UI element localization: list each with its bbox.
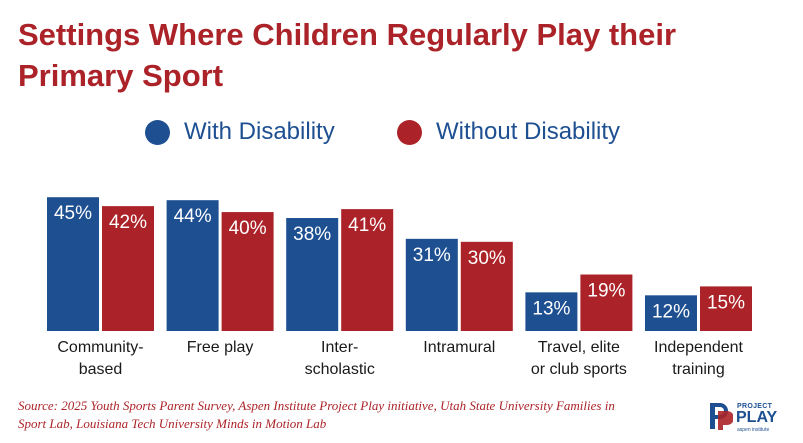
category-label-5-line-0: Independent (654, 339, 744, 356)
legend-swatch-without-disability (397, 119, 422, 145)
bar-label-s1-c0: 42% (109, 212, 147, 233)
category-label-4-line-1: or club sports (531, 361, 627, 378)
category-label-0-line-1: based (79, 361, 123, 378)
legend: With Disability Without Disability (0, 118, 803, 152)
legend-item-with-disability: With Disability (145, 118, 335, 146)
bar-label-s1-c2: 41% (348, 215, 386, 236)
bar-s1-c3 (460, 241, 513, 331)
legend-item-without-disability: Without Disability (397, 118, 620, 146)
bar-s0-c0 (47, 197, 99, 331)
bar-s1-c0 (102, 206, 154, 331)
chart-title: Settings Where Children Regularly Play t… (18, 17, 677, 93)
bar-label-s0-c3: 31% (413, 245, 451, 266)
category-label-2-line-0: Inter- (321, 339, 358, 356)
bar-label-s0-c0: 45% (54, 203, 92, 224)
bar-label-s0-c1: 44% (174, 206, 212, 227)
bar-label-s1-c1: 40% (229, 218, 267, 239)
bar-s0-c5 (645, 295, 697, 331)
logo-top-text: PROJECT (737, 403, 773, 410)
logo-sub-text: aspen institute (737, 427, 770, 433)
bar-s1-c4 (580, 274, 633, 331)
source-note: Source: 2025 Youth Sports Parent Survey,… (18, 398, 615, 431)
category-label-2-line-1: scholastic (305, 361, 375, 378)
project-play-logo: PROJECT PLAY aspen institute (707, 401, 797, 435)
bar-label-s1-c3: 30% (468, 248, 506, 269)
category-label-1-line-0: Free play (187, 339, 254, 356)
bar-label-s0-c2: 38% (293, 224, 331, 245)
project-play-logo-icon (710, 403, 733, 430)
bar-label-s0-c4: 13% (532, 298, 570, 319)
bar-s1-c1 (221, 212, 274, 331)
bar-s0-c4 (525, 292, 578, 331)
logo-main-text: PLAY (736, 409, 778, 426)
bar-s1-c5 (700, 286, 752, 331)
bar-label-s1-c5: 15% (707, 292, 745, 313)
bar-s1-c2 (341, 209, 394, 331)
bar-s0-c2 (286, 218, 339, 331)
bar-label-s1-c4: 19% (587, 281, 625, 302)
bar-s0-c1 (166, 200, 219, 331)
category-label-0-line-0: Community- (57, 339, 143, 356)
legend-label-with-disability: With Disability (184, 118, 335, 145)
legend-swatch-with-disability (145, 119, 170, 145)
bar-s0-c3 (405, 238, 458, 331)
legend-label-without-disability: Without Disability (436, 118, 621, 145)
category-label-5-line-1: training (672, 361, 724, 378)
bar-label-s0-c5: 12% (652, 301, 690, 322)
category-label-3-line-0: Intramural (423, 339, 495, 356)
category-label-4-line-0: Travel, elite (538, 339, 620, 356)
